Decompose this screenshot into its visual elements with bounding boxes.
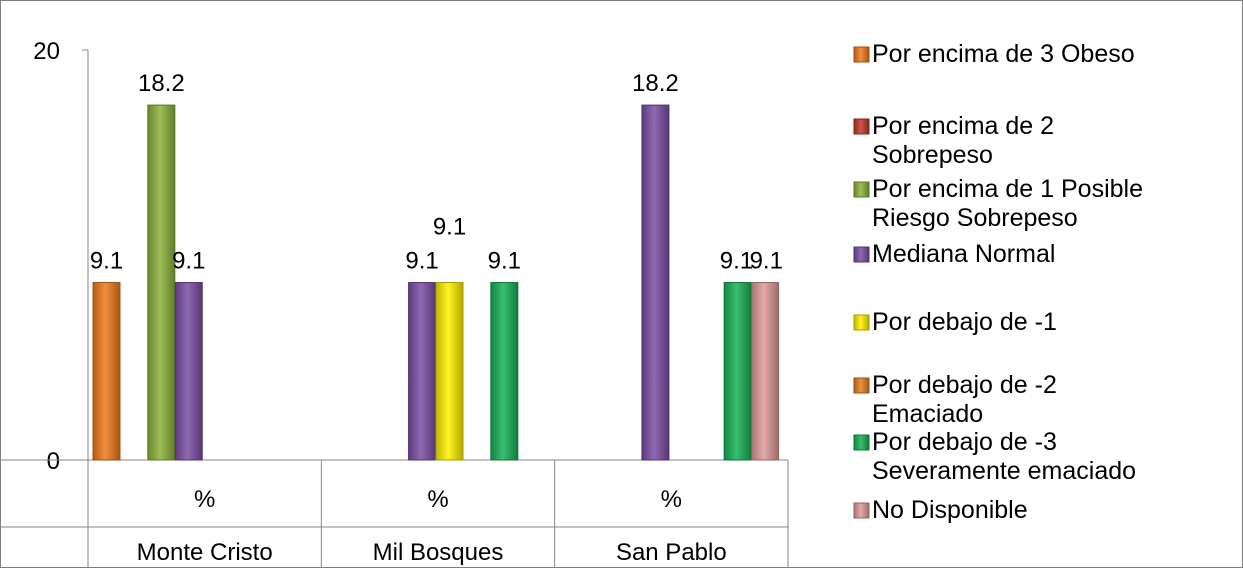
legend-label: Sobrepeso <box>872 141 993 169</box>
legend-label: Por encima de 2 <box>872 112 1054 140</box>
legend-swatch <box>853 314 870 331</box>
legend-label: Por debajo de -2 <box>872 371 1057 399</box>
bar <box>490 282 519 461</box>
legend-swatch <box>853 181 870 198</box>
legend-label: Por encima de 3 Obeso <box>872 40 1135 68</box>
legend-label: Emaciado <box>872 400 983 428</box>
data-label: 9.1 <box>433 214 466 241</box>
category-label: % <box>427 486 448 513</box>
region-label: Mil Bosques <box>373 539 504 566</box>
legend-label: Por debajo de -1 <box>872 308 1057 336</box>
data-label: 9.1 <box>172 248 205 275</box>
data-label: 9.1 <box>488 248 521 275</box>
data-label: 9.1 <box>405 248 438 275</box>
data-label: 9.1 <box>90 248 123 275</box>
legend-swatch <box>853 377 870 394</box>
legend-label: Severamente emaciado <box>872 457 1136 485</box>
legend-label: Mediana Normal <box>872 240 1055 268</box>
legend-label: No Disponible <box>872 496 1028 524</box>
bar <box>641 104 670 461</box>
y-tick-label: 0 <box>47 448 60 475</box>
legend-swatch <box>853 246 870 263</box>
data-label: 18.2 <box>632 70 679 97</box>
bar <box>174 282 203 461</box>
data-label: 9.1 <box>720 248 753 275</box>
y-tick-label: 20 <box>33 38 60 65</box>
bar <box>147 104 176 461</box>
legend-swatch <box>853 502 870 519</box>
data-label: 18.2 <box>138 70 185 97</box>
category-label: % <box>194 486 215 513</box>
legend-label: Riesgo Sobrepeso <box>872 204 1078 232</box>
bar <box>408 282 437 461</box>
legend-swatch <box>853 46 870 63</box>
legend-swatch <box>853 118 870 135</box>
bar <box>751 282 780 461</box>
region-label: San Pablo <box>616 539 727 566</box>
category-label: % <box>661 486 682 513</box>
data-label: 9.1 <box>750 248 783 275</box>
bar <box>92 282 121 461</box>
bar <box>435 282 464 461</box>
bar <box>723 282 752 461</box>
legend-label: Por encima de 1 Posible <box>872 175 1143 203</box>
region-label: Monte Cristo <box>137 539 273 566</box>
legend-swatch <box>853 434 870 451</box>
legend-label: Por debajo de -3 <box>872 428 1057 456</box>
